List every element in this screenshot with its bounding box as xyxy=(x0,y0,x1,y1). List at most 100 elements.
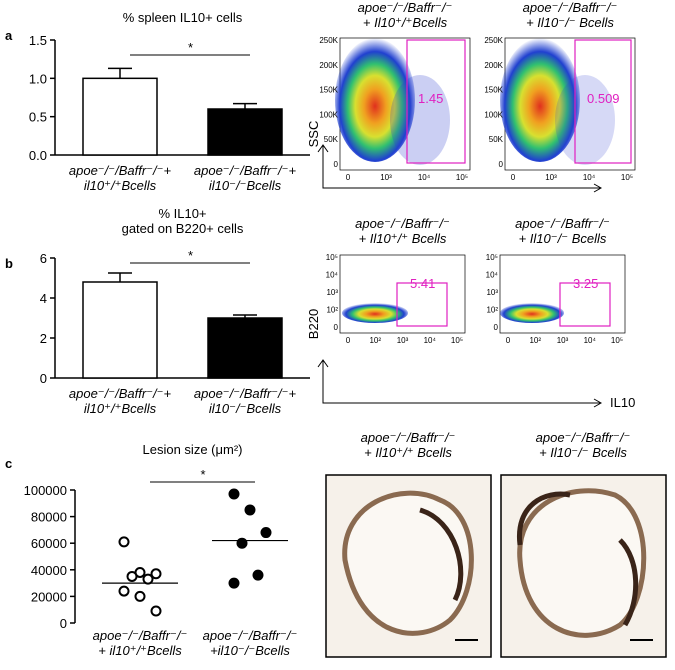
significance-label: * xyxy=(188,40,193,55)
y-tick-label: 1.0 xyxy=(29,71,47,86)
flow-y-tick: 150K xyxy=(319,86,338,95)
image-heading: apoe⁻/⁻/Baffr⁻/⁻ + Il10⁺/⁺ Bcells xyxy=(361,430,456,460)
chart-title: % spleen IL10+ cells xyxy=(123,10,243,25)
x-tick-label: apoe⁻/⁻/Baffr⁻/⁻+il10⁻/⁻Bcells xyxy=(194,386,297,416)
data-point xyxy=(260,527,272,539)
y-tick-label: 80000 xyxy=(31,510,67,525)
x-tick-label: apoe⁻/⁻/Baffr⁻/⁻ + il10⁺/⁺Bcells xyxy=(93,628,188,658)
bar xyxy=(207,317,283,379)
flow-x-tick: 10³ xyxy=(557,336,569,345)
flow-x-tick: 0 xyxy=(346,336,351,345)
data-point xyxy=(150,605,162,617)
y-tick-label: 0 xyxy=(60,616,67,631)
flow-y-tick: 150K xyxy=(484,86,503,95)
flow-x-tick: 10⁴ xyxy=(584,336,597,345)
flow-y-tick: 0 xyxy=(494,323,499,332)
data-point xyxy=(134,590,146,602)
flow-x-tick: 10² xyxy=(529,336,541,345)
x-tick-label: apoe⁻/⁻/Baffr⁻/⁻+ il10⁺/⁺Bcells xyxy=(69,163,172,193)
flow-y-tick: 10² xyxy=(326,306,338,315)
data-point xyxy=(244,504,256,516)
data-point xyxy=(228,488,240,500)
flow-y-tick: 50K xyxy=(324,135,339,144)
bar xyxy=(82,281,158,379)
y-tick-label: 2 xyxy=(40,331,47,346)
significance-label: * xyxy=(188,248,193,263)
chart-title: % IL10+ gated on B220+ cells xyxy=(122,206,244,236)
gate-value: 1.45 xyxy=(418,91,443,106)
histology-image xyxy=(325,474,667,658)
flow-y-tick: 200K xyxy=(484,61,503,70)
bar xyxy=(82,77,158,156)
panel-label: a xyxy=(5,28,13,43)
data-point xyxy=(236,537,248,549)
flow-x-tick: 10³ xyxy=(545,173,557,182)
flow-x-tick: 10³ xyxy=(397,336,409,345)
flow-x-tick: 10⁴ xyxy=(424,336,437,345)
x-tick-label: apoe⁻/⁻/Baffr⁻/⁻+il10⁻/⁻Bcells xyxy=(194,163,297,193)
chart-title: Lesion size (μm²) xyxy=(143,442,243,457)
plot-heading: apoe⁻/⁻/Baffr⁻/⁻ + Il10⁺/⁺Bcells xyxy=(358,0,453,30)
axis-label: IL10 xyxy=(610,395,635,410)
y-tick-label: 0 xyxy=(40,371,47,386)
panel-label: b xyxy=(5,256,13,271)
y-tick-label: 40000 xyxy=(31,563,67,578)
image-heading: apoe⁻/⁻/Baffr⁻/⁻ + Il10⁻/⁻ Bcells xyxy=(536,430,631,460)
gate-value: 5.41 xyxy=(410,276,435,291)
bar xyxy=(207,108,283,156)
flow-plot xyxy=(317,37,636,193)
y-tick-label: 6 xyxy=(40,251,47,266)
flow-x-tick: 0 xyxy=(346,173,351,182)
data-point xyxy=(126,570,138,582)
plot-heading: apoe⁻/⁻/Baffr⁻/⁻ + Il10⁻/⁻ Bcells xyxy=(515,216,610,246)
significance-label: * xyxy=(200,467,205,482)
flow-y-tick: 50K xyxy=(489,135,504,144)
flow-x-tick: 0 xyxy=(511,173,516,182)
gate-value: 0.509 xyxy=(587,91,620,106)
flow-x-tick: 10⁵ xyxy=(456,173,468,182)
flow-x-tick: 0 xyxy=(506,336,511,345)
flow-x-tick: 10⁵ xyxy=(451,336,463,345)
flow-x-tick: 10⁴ xyxy=(418,173,431,182)
flow-y-tick: 0 xyxy=(334,160,339,169)
data-point xyxy=(252,569,264,581)
flow-y-tick: 0 xyxy=(334,323,339,332)
flow-y-tick: 10² xyxy=(486,306,498,315)
panel-label: c xyxy=(5,456,12,471)
y-tick-label: 60000 xyxy=(31,536,67,551)
flow-x-tick: 10² xyxy=(369,336,381,345)
flow-x-tick: 10³ xyxy=(380,173,392,182)
flow-x-tick: 10⁵ xyxy=(621,173,633,182)
flow-y-tick: 200K xyxy=(319,61,338,70)
x-tick-label: apoe⁻/⁻/Baffr⁻/⁻+il10⁻/⁻Bcells xyxy=(203,628,298,658)
flow-y-tick: 10⁵ xyxy=(486,253,498,262)
data-point xyxy=(118,585,130,597)
flow-x-tick: 10⁵ xyxy=(611,336,623,345)
y-tick-label: 20000 xyxy=(31,589,67,604)
data-point xyxy=(150,568,162,580)
y-tick-label: 0.0 xyxy=(29,148,47,163)
x-tick-label: apoe⁻/⁻/Baffr⁻/⁻+ il10⁺/⁺Bcells xyxy=(69,386,172,416)
flow-plot xyxy=(317,254,626,408)
flow-y-tick: 250K xyxy=(319,36,338,45)
data-point xyxy=(142,573,154,585)
axis-label: B220 xyxy=(306,309,321,339)
plot-heading: apoe⁻/⁻/Baffr⁻/⁻ + Il10⁻/⁻ Bcells xyxy=(523,0,618,30)
flow-y-tick: 250K xyxy=(484,36,503,45)
flow-y-tick: 0 xyxy=(499,160,504,169)
axis-label: SSC xyxy=(306,121,321,148)
flow-y-tick: 100K xyxy=(319,110,338,119)
y-tick-label: 0.5 xyxy=(29,110,47,125)
flow-y-tick: 10³ xyxy=(326,288,338,297)
flow-y-tick: 100K xyxy=(484,110,503,119)
flow-y-tick: 10³ xyxy=(486,288,498,297)
flow-y-tick: 10⁵ xyxy=(326,253,338,262)
flow-y-tick: 10⁴ xyxy=(326,271,339,280)
flow-x-tick: 10⁴ xyxy=(583,173,596,182)
y-tick-label: 4 xyxy=(40,291,47,306)
data-point xyxy=(118,536,130,548)
plot-heading: apoe⁻/⁻/Baffr⁻/⁻ + Il10⁺/⁺ Bcells xyxy=(355,216,450,246)
flow-y-tick: 10⁴ xyxy=(486,271,499,280)
gate-value: 3.25 xyxy=(573,276,598,291)
